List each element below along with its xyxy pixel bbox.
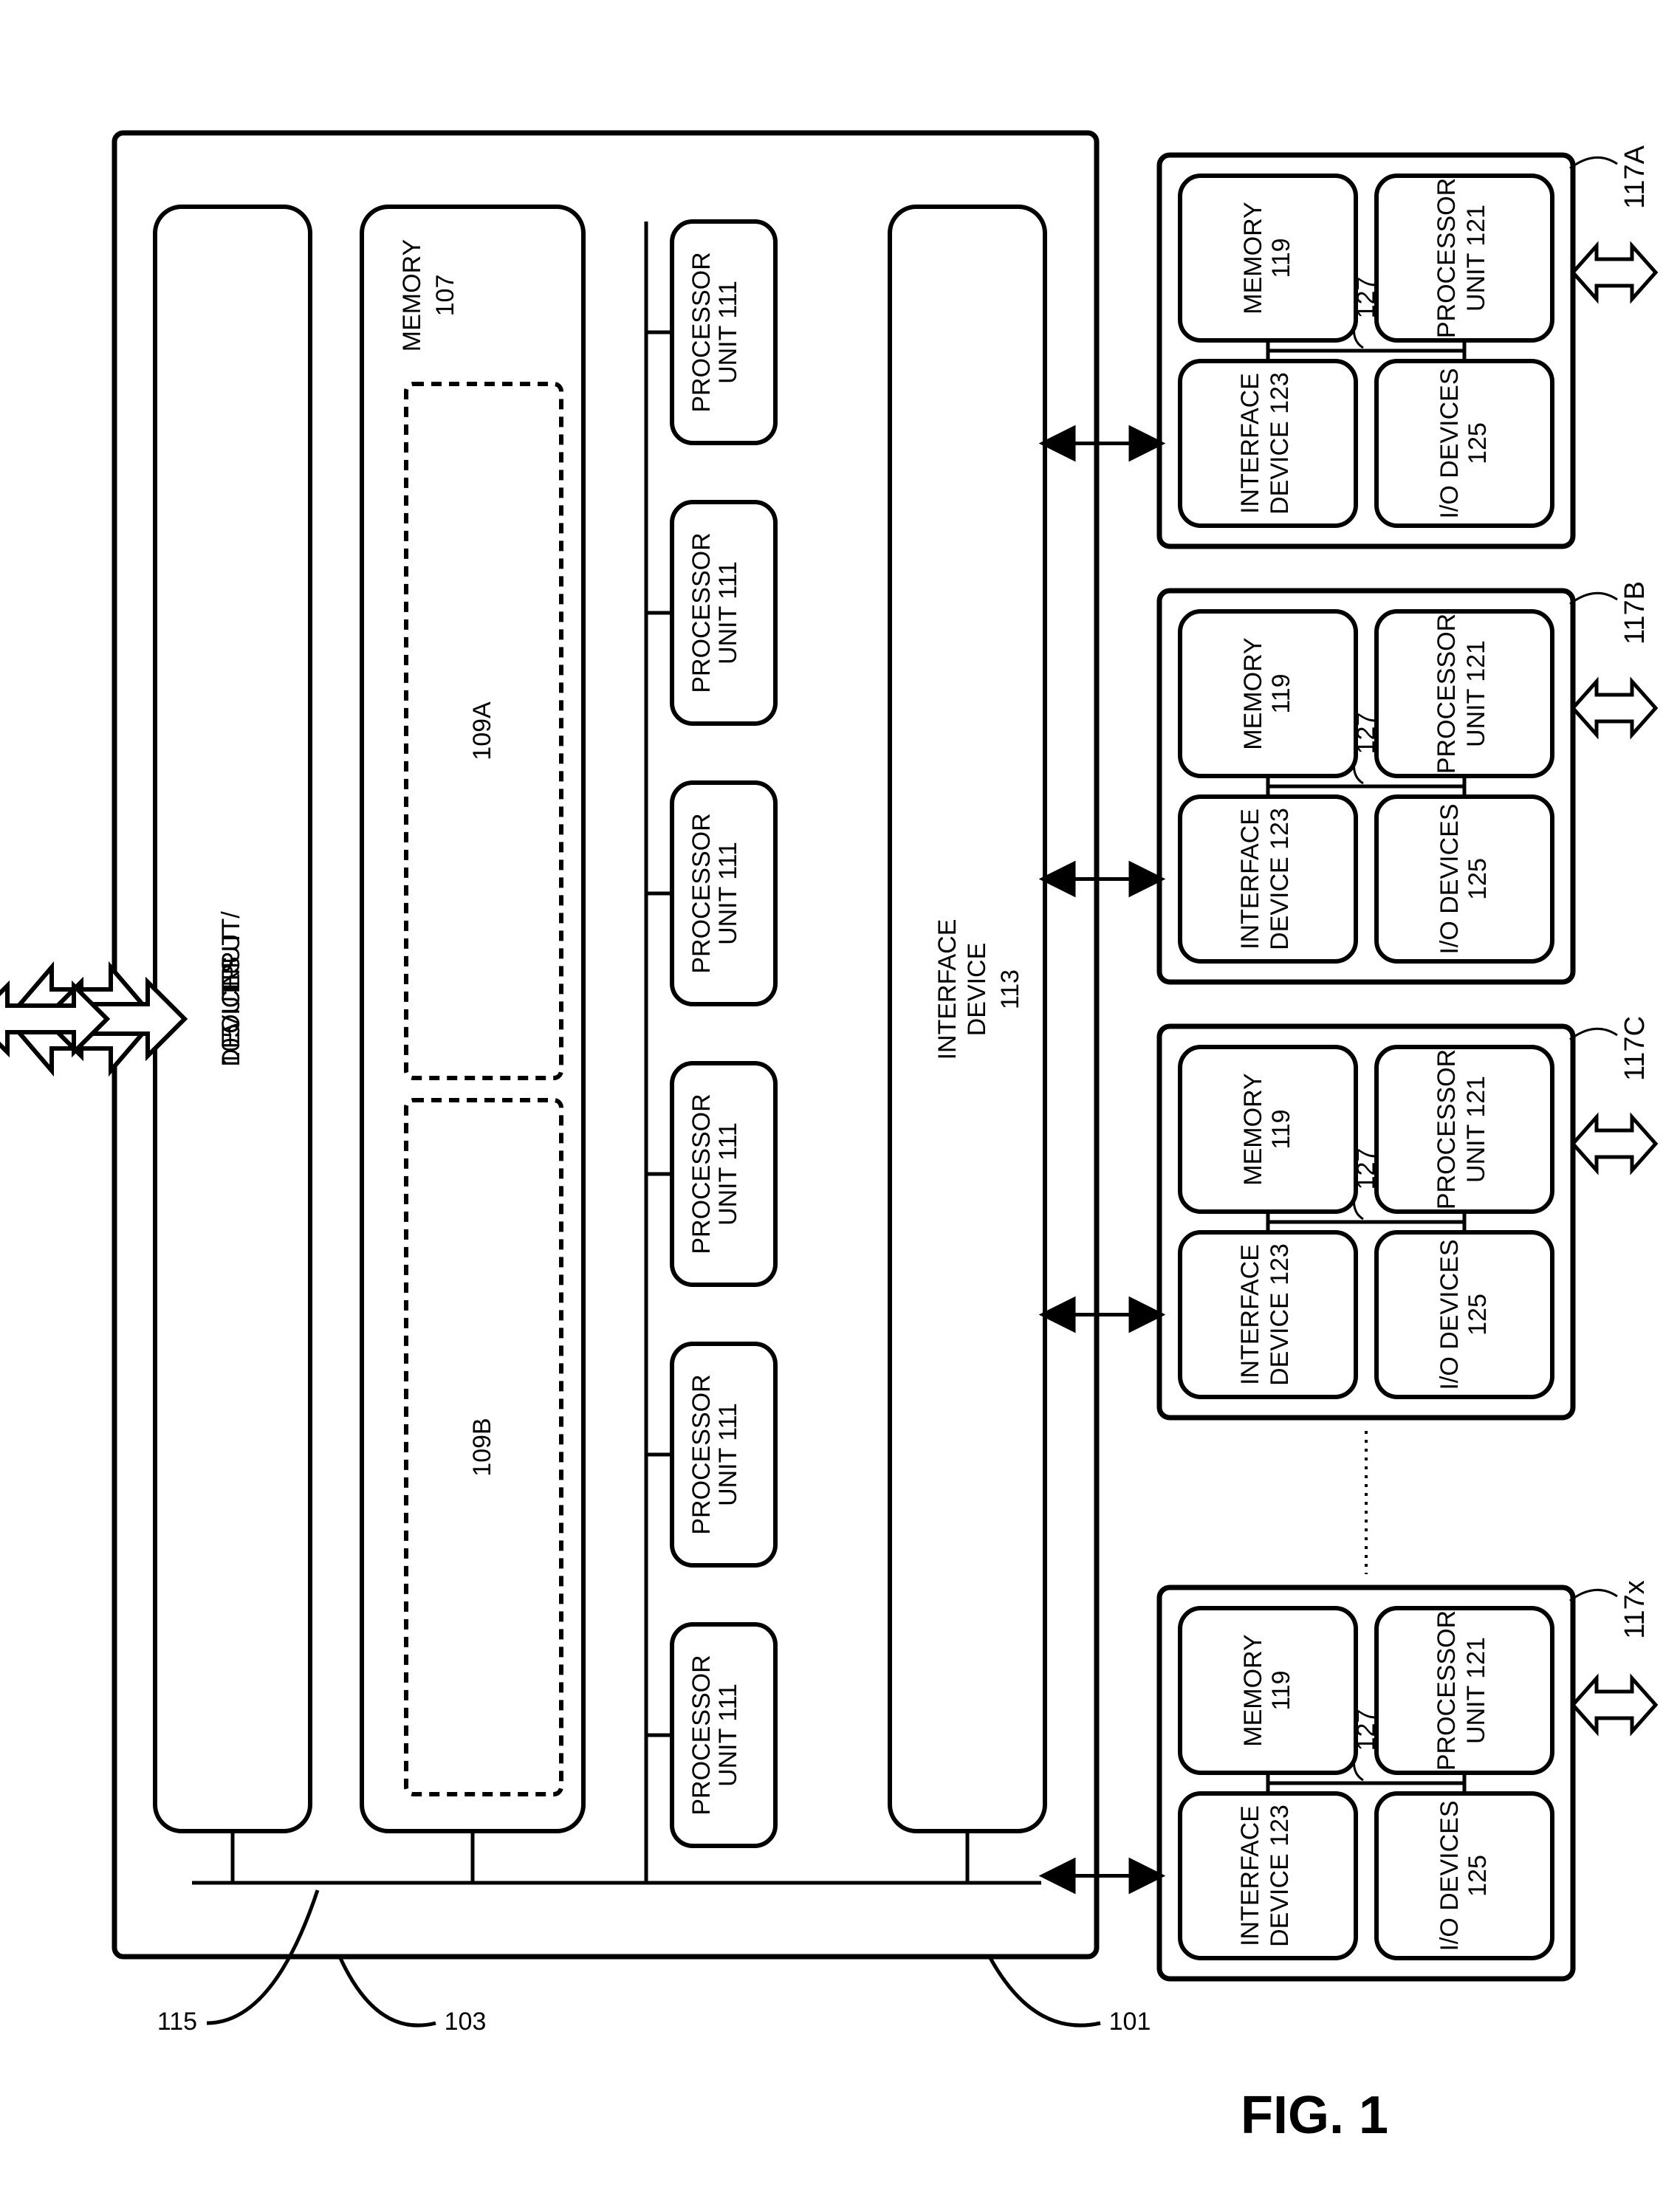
svg-text:PROCESSOR: PROCESSOR xyxy=(1433,614,1461,774)
svg-text:103: 103 xyxy=(445,2008,487,2036)
interface-device-block: INTERFACE DEVICE 113 xyxy=(890,207,1045,1883)
servant-117C: MEMORY119 PROCESSORUNIT 121 INTERFACEDEVIC… xyxy=(1045,1016,1662,1418)
servant-io-arrow xyxy=(1573,1678,1656,1731)
servant-io-arrow xyxy=(1573,682,1656,735)
svg-text:117x: 117x xyxy=(1619,1580,1650,1639)
svg-text:UNIT 111: UNIT 111 xyxy=(714,842,742,945)
svg-text:119: 119 xyxy=(1267,1670,1295,1710)
master-unit: INPUT/ OUTPUT DEVICES 105 MEMORY 107 109… xyxy=(7,133,1151,2036)
memory-partB: 109B xyxy=(468,1418,496,1476)
svg-text:MEMORY: MEMORY xyxy=(1239,1634,1267,1746)
iface-ref: 113 xyxy=(996,969,1024,1009)
svg-text:DEVICE 123: DEVICE 123 xyxy=(1266,372,1294,515)
figure-caption: FIG. 1 xyxy=(1241,2086,1388,2145)
svg-text:PROCESSOR: PROCESSOR xyxy=(688,1094,716,1254)
svg-text:PROCESSOR: PROCESSOR xyxy=(688,1374,716,1534)
svg-text:127: 127 xyxy=(1352,277,1380,319)
io-devices-block: INPUT/ OUTPUT DEVICES 105 xyxy=(155,207,310,1883)
memory-ref: 107 xyxy=(431,275,459,317)
svg-text:INTERFACE: INTERFACE xyxy=(1236,373,1264,514)
svg-text:115: 115 xyxy=(157,2008,197,2036)
svg-text:125: 125 xyxy=(1464,1294,1492,1336)
svg-text:127: 127 xyxy=(1352,1709,1380,1751)
iface-line2: DEVICE xyxy=(963,943,991,1037)
servant-io-arrow xyxy=(1573,1117,1656,1170)
iface-line1: INTERFACE xyxy=(933,919,961,1060)
ref-101: 101 xyxy=(990,1957,1151,2036)
figure-diagram: INPUT/ OUTPUT DEVICES 105 MEMORY 107 109… xyxy=(0,0,1680,2204)
svg-text:PROCESSOR: PROCESSOR xyxy=(688,1655,716,1815)
svg-text:PROCESSOR: PROCESSOR xyxy=(688,252,716,412)
svg-text:UNIT 111: UNIT 111 xyxy=(714,1403,742,1506)
svg-text:UNIT 121: UNIT 121 xyxy=(1462,1076,1490,1183)
svg-text:101: 101 xyxy=(1109,2008,1151,2036)
svg-text:UNIT 111: UNIT 111 xyxy=(714,1122,742,1226)
svg-text:UNIT 121: UNIT 121 xyxy=(1462,640,1490,747)
memory-block: MEMORY 107 109A 109B xyxy=(362,207,583,1883)
svg-text:125: 125 xyxy=(1464,422,1492,464)
svg-text:INTERFACE: INTERFACE xyxy=(1236,1244,1264,1385)
io-ref: 105 xyxy=(217,1024,245,1066)
servant-117B: MEMORY119 PROCESSORUNIT 121 INTERFACEDEVIC… xyxy=(1045,581,1662,982)
servant-units: MEMORY119PROCESSORUNIT 121INTERFACEDEVIC… xyxy=(1045,145,1662,1979)
svg-text:I/O DEVICES: I/O DEVICES xyxy=(1436,1239,1464,1390)
svg-text:PROCESSOR: PROCESSOR xyxy=(688,813,716,973)
svg-text:MEMORY: MEMORY xyxy=(1239,202,1267,314)
memory-label: MEMORY xyxy=(398,239,426,351)
svg-text:119: 119 xyxy=(1267,238,1295,278)
svg-text:PROCESSOR: PROCESSOR xyxy=(1433,1610,1461,1771)
svg-text:PROCESSOR: PROCESSOR xyxy=(688,532,716,693)
svg-text:UNIT 111: UNIT 111 xyxy=(714,281,742,384)
svg-text:MEMORY: MEMORY xyxy=(1239,1073,1267,1185)
svg-text:UNIT 111: UNIT 111 xyxy=(714,1683,742,1787)
svg-text:127: 127 xyxy=(1352,1148,1380,1190)
svg-text:PROCESSOR: PROCESSOR xyxy=(1433,178,1461,338)
svg-text:DEVICE 123: DEVICE 123 xyxy=(1266,808,1294,950)
svg-text:117C: 117C xyxy=(1619,1016,1650,1081)
svg-text:UNIT 121: UNIT 121 xyxy=(1462,1637,1490,1744)
svg-text:125: 125 xyxy=(1464,1855,1492,1897)
ref-103: 103 xyxy=(340,1957,486,2036)
svg-text:PROCESSOR: PROCESSOR xyxy=(1433,1049,1461,1209)
svg-text:117A: 117A xyxy=(1619,145,1650,209)
svg-text:I/O DEVICES: I/O DEVICES xyxy=(1436,1800,1464,1951)
svg-text:UNIT 111: UNIT 111 xyxy=(714,561,742,665)
svg-text:DEVICE 123: DEVICE 123 xyxy=(1266,1243,1294,1386)
svg-text:117B: 117B xyxy=(1619,581,1650,645)
svg-text:MEMORY: MEMORY xyxy=(1239,637,1267,749)
svg-text:DEVICE 123: DEVICE 123 xyxy=(1266,1805,1294,1947)
svg-text:INTERFACE: INTERFACE xyxy=(1236,1805,1264,1946)
servant-io-arrow xyxy=(1573,246,1656,299)
servant-117x: MEMORY119 PROCESSORUNIT 121 INTERFACEDEVIC… xyxy=(1045,1580,1662,1979)
svg-text:UNIT 121: UNIT 121 xyxy=(1462,205,1490,312)
svg-text:119: 119 xyxy=(1267,673,1295,713)
servant-117A: MEMORY119 PROCESSORUNIT 121 INTERFACEDEVIC… xyxy=(1045,145,1662,546)
svg-text:I/O DEVICES: I/O DEVICES xyxy=(1436,368,1464,518)
svg-text:127: 127 xyxy=(1352,713,1380,755)
svg-text:INTERFACE: INTERFACE xyxy=(1236,809,1264,950)
svg-text:119: 119 xyxy=(1267,1109,1295,1149)
svg-text:I/O DEVICES: I/O DEVICES xyxy=(1436,803,1464,954)
memory-partA: 109A xyxy=(468,701,496,761)
svg-text:125: 125 xyxy=(1464,858,1492,900)
